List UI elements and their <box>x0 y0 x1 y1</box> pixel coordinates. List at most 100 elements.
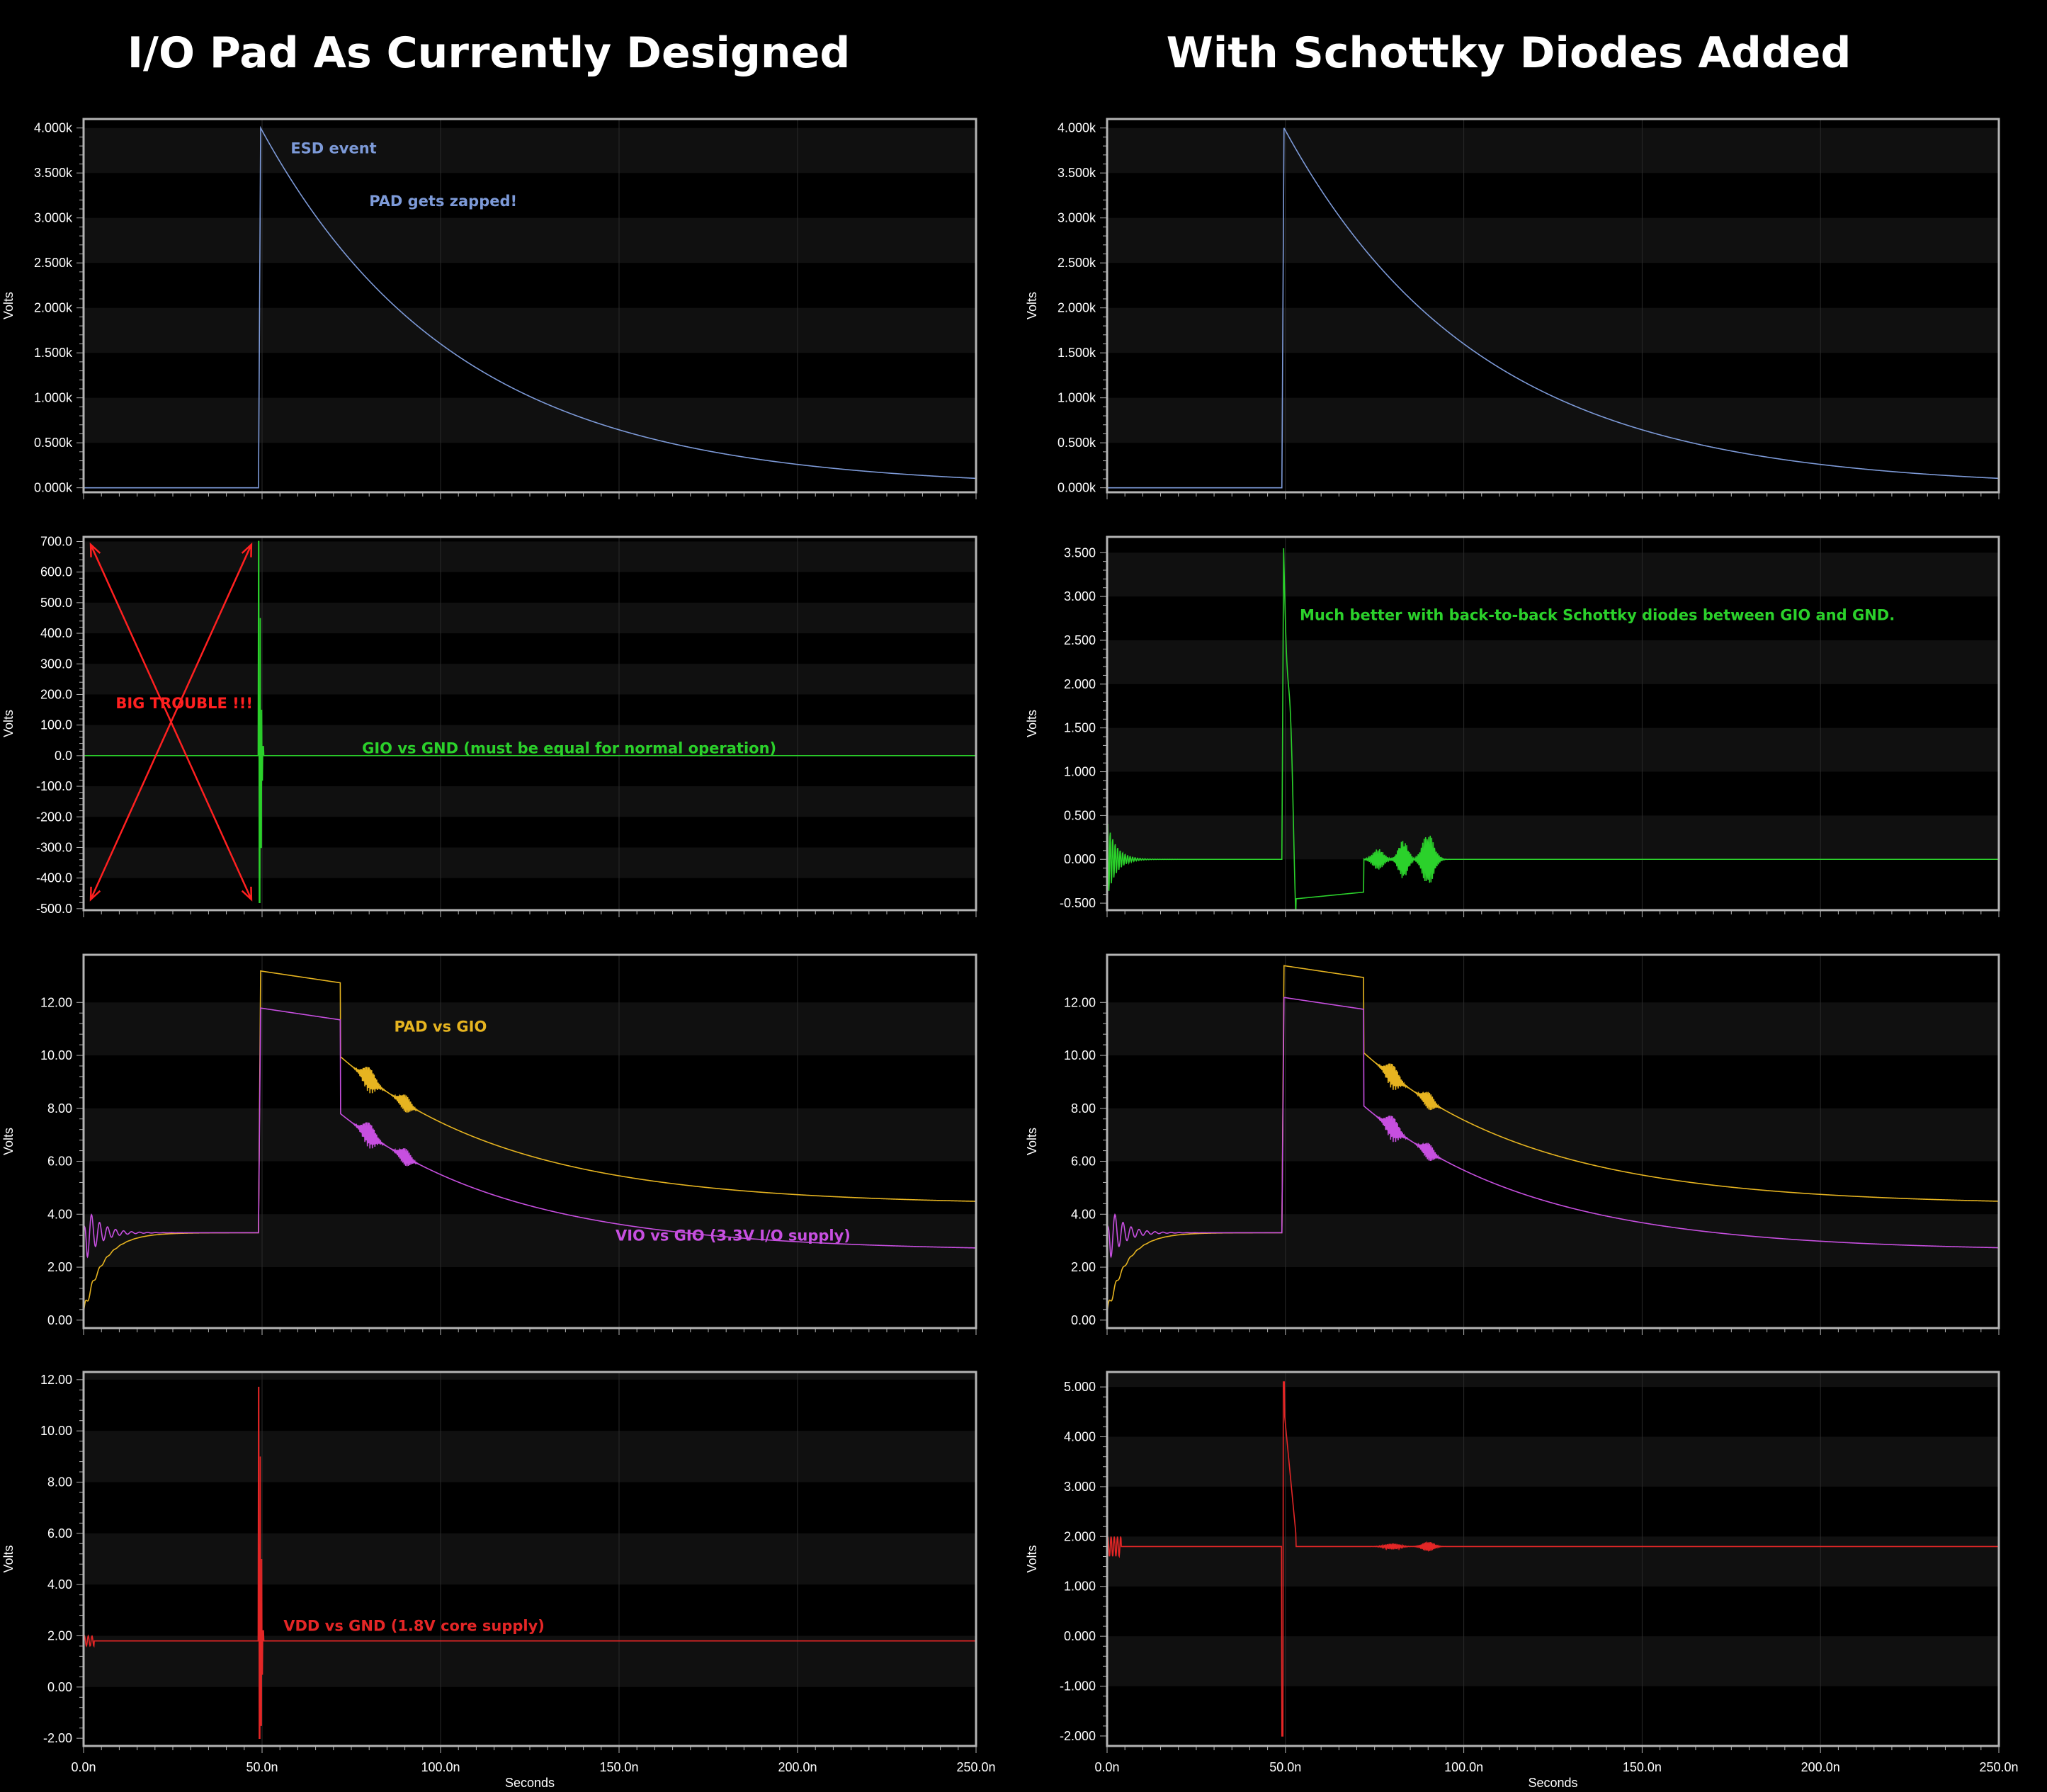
y-axis-title: Volts <box>1025 1128 1039 1155</box>
x-axis-title: Seconds <box>505 1776 555 1790</box>
plot-band <box>1107 1372 1999 1388</box>
y-tick-label: 0.500 <box>1064 808 1096 822</box>
plot-band <box>1107 815 1999 860</box>
chart-L4: -2.00 0.00 2.00 4.00 6.00 8.00 10.00 12.00 0.0n 5… <box>1 1371 996 1790</box>
y-tick-label: 0.00 <box>1071 1313 1096 1327</box>
plot-band <box>1107 1108 1999 1162</box>
y-tick-label: 0.000 <box>1064 852 1096 866</box>
y-tick-label: 12.00 <box>40 1373 72 1387</box>
x-tick-label: 0.0n <box>71 1760 96 1774</box>
series-line-pad <box>84 125 976 489</box>
y-tick-label: -200.0 <box>36 810 72 824</box>
plot-frame <box>82 953 977 1329</box>
y-tick-label: 12.00 <box>40 995 72 1009</box>
plot-band <box>1107 1436 1999 1487</box>
y-tick-label: 3.500k <box>1057 166 1096 180</box>
y-tick-label: 2.500k <box>1057 256 1096 270</box>
plot-band <box>1107 217 1999 263</box>
x-tick-label: 50.0n <box>1269 1760 1301 1774</box>
y-tick-label: 2.500 <box>1064 633 1096 647</box>
plot-band <box>84 307 976 353</box>
y-tick-label: -100.0 <box>36 779 72 793</box>
y-axis-title: Volts <box>1025 710 1039 737</box>
y-tick-label: 0.00 <box>47 1313 72 1327</box>
x-tick-label: 50.0n <box>246 1760 278 1774</box>
plot-band <box>1107 727 1999 772</box>
y-tick-label: 3.000 <box>1064 1480 1096 1494</box>
y-tick-label: 300.0 <box>40 657 72 671</box>
y-axis-title: Volts <box>1025 292 1039 319</box>
arrow-head <box>241 542 253 557</box>
arrow-head <box>89 886 101 902</box>
y-tick-label: 2.500k <box>34 256 73 270</box>
series-line-gio <box>84 540 976 903</box>
y-tick-label: 2.00 <box>1071 1260 1096 1274</box>
plot-frame <box>82 535 977 912</box>
y-tick-label: 400.0 <box>40 626 72 640</box>
plot-band <box>84 786 976 817</box>
y-axis-title: Volts <box>1 1545 16 1572</box>
y-tick-label: 10.00 <box>40 1424 72 1438</box>
plot-band <box>84 847 976 878</box>
y-tick-label: 2.00 <box>47 1628 72 1643</box>
x-tick-label: 150.0n <box>1623 1760 1662 1774</box>
plot-band <box>84 1372 976 1380</box>
plot-band <box>1107 1636 1999 1686</box>
plot-annotation: ESD event <box>290 140 376 157</box>
plot-band <box>84 1431 976 1482</box>
chart-R2: -0.500 0.000 0.500 1.000 1.500 2.000 2.500 3.00… <box>1025 535 2000 917</box>
plot-frame <box>82 1371 977 1747</box>
chart-L2: -500.0 -400.0 -300.0 -200.0 -100.0 0.0 100.0 20… <box>1 534 977 917</box>
y-tick-label: 200.0 <box>40 687 72 701</box>
y-tick-label: -500.0 <box>36 902 72 916</box>
arrow-head <box>89 542 101 557</box>
x-tick-label: 100.0n <box>421 1760 460 1774</box>
plot-band <box>84 1533 976 1585</box>
plot-frame <box>1106 953 2000 1329</box>
plot-annotation: BIG TROUBLE !!! <box>115 695 253 712</box>
y-tick-label: 1.000k <box>34 391 73 405</box>
y-axis-title: Volts <box>1 710 16 737</box>
y-tick-label: -0.500 <box>1060 896 1096 910</box>
y-tick-label: 4.00 <box>1071 1207 1096 1221</box>
plot-annotation: VIO vs GIO (3.3V I/O supply) <box>616 1227 851 1244</box>
chart-R1: 0.000k 0.500k 1.000k 1.500k 2.000k 2.500k 3.00… <box>1025 118 2000 499</box>
y-tick-label: 2.000k <box>34 301 73 315</box>
y-tick-label: 4.00 <box>47 1207 72 1221</box>
plot-frame <box>82 118 977 494</box>
x-tick-label: 0.0n <box>1094 1760 1119 1774</box>
x-axis-title: Seconds <box>1528 1776 1577 1790</box>
plot-band <box>84 1214 976 1268</box>
y-tick-label: 12.00 <box>1064 995 1096 1009</box>
plot-frame <box>1106 535 2000 912</box>
plot-band <box>84 1108 976 1162</box>
y-tick-label: 1.500 <box>1064 721 1096 735</box>
annotation-arrow <box>89 544 253 900</box>
y-tick-label: 10.00 <box>1064 1048 1096 1062</box>
y-axis-title: Volts <box>1 1128 16 1155</box>
y-tick-label: 100.0 <box>40 718 72 732</box>
x-tick-label: 250.0n <box>956 1760 995 1774</box>
plot-band <box>84 217 976 263</box>
y-tick-label: 3.000k <box>34 211 73 225</box>
y-tick-label: 1.500k <box>34 346 73 360</box>
y-tick-label: 3.000 <box>1064 589 1096 603</box>
plot-annotation: PAD gets zapped! <box>369 193 517 210</box>
plot-band <box>1107 640 1999 684</box>
y-tick-label: 0.000k <box>1057 481 1096 495</box>
plot-band <box>84 541 976 572</box>
chart-R3: 0.00 2.00 4.00 6.00 8.00 10.00 12.00 Volts <box>1025 953 2000 1335</box>
y-tick-label: 8.00 <box>1071 1101 1096 1116</box>
y-tick-label: 3.500k <box>34 166 73 180</box>
plot-band <box>84 1635 976 1687</box>
right-column-title: With Schottky Diodes Added <box>1166 28 1852 78</box>
series-line-gio <box>1107 548 1999 910</box>
y-tick-label: 5.000 <box>1064 1380 1096 1394</box>
x-tick-label: 150.0n <box>599 1760 638 1774</box>
y-tick-label: 2.000k <box>1057 301 1096 315</box>
y-tick-label: 2.000 <box>1064 1529 1096 1543</box>
y-tick-label: 1.000k <box>1057 391 1096 405</box>
plot-band <box>84 602 976 634</box>
x-tick-label: 250.0n <box>1979 1760 2018 1774</box>
